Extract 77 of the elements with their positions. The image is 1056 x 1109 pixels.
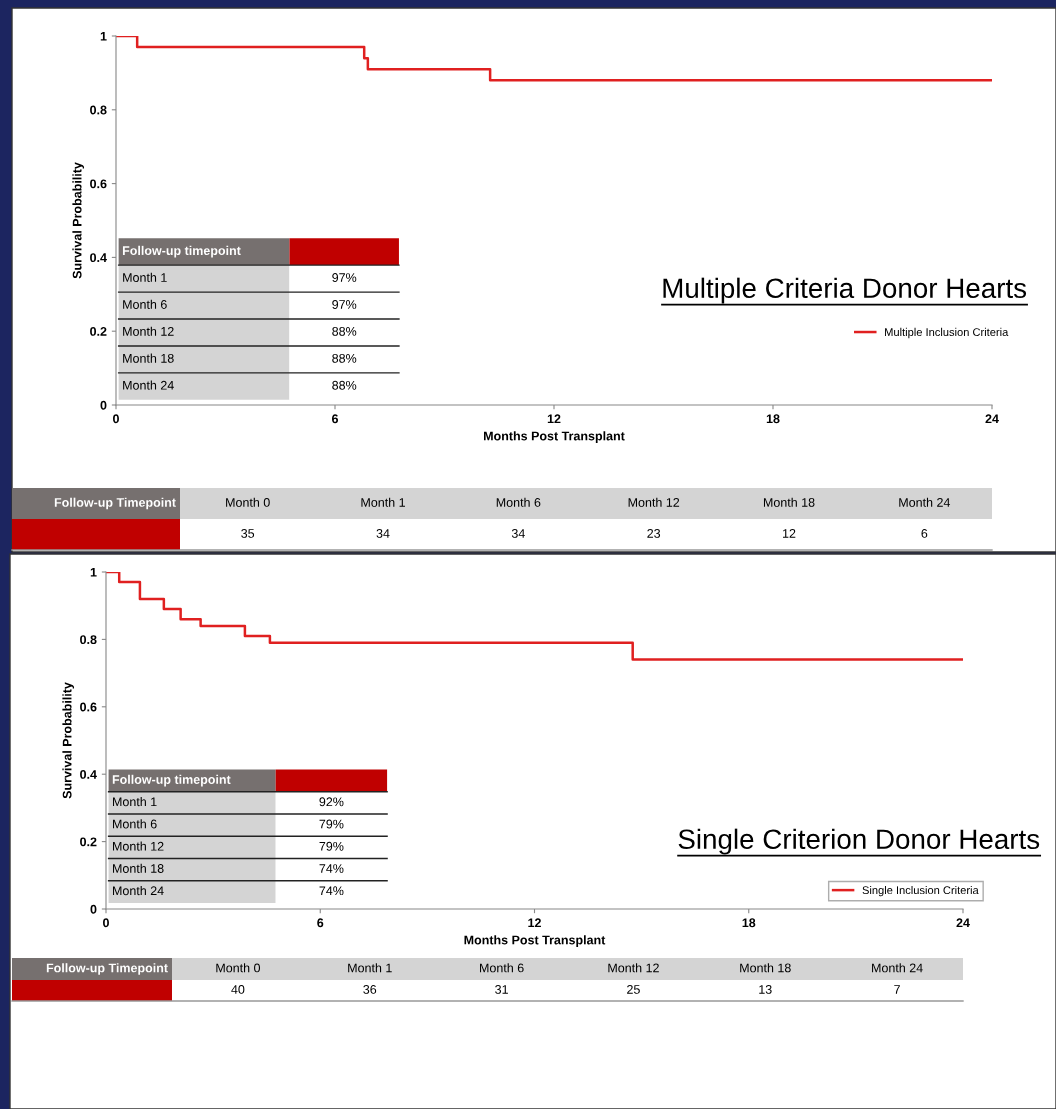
text: 40: [231, 985, 245, 994]
annotation: Month 12: [113, 841, 164, 851]
annotation: 88%: [332, 380, 357, 390]
y-tick-label: 0.8: [80, 635, 97, 645]
text: Follow-up Timepoint: [54, 497, 176, 510]
x-tick-label: 24: [985, 414, 999, 424]
text: 23: [647, 529, 661, 538]
annotation: Month 1: [113, 797, 157, 807]
y-tick-label: 0: [90, 904, 97, 914]
annotation: Month 12: [123, 326, 174, 336]
y-axis-title: Survival Probability: [72, 162, 85, 279]
text: 34: [376, 529, 390, 538]
legend-label: Multiple Inclusion Criteria: [885, 327, 1009, 339]
y-tick-label: 0.8: [90, 105, 107, 115]
annotation: Follow-up timepoint: [112, 774, 231, 787]
annotation: Month 18: [113, 863, 164, 873]
text: 35: [241, 529, 255, 538]
text: Month 18: [763, 497, 815, 507]
annotation: Follow-up timepoint: [122, 245, 241, 258]
annotation: 79%: [319, 841, 344, 851]
annotation: 97%: [332, 300, 357, 309]
text: 36: [363, 985, 377, 994]
text: Month 12: [628, 497, 680, 507]
annotation: Month 6: [123, 299, 167, 309]
x-tick-label: 6: [331, 414, 339, 424]
y-tick-label: 0.2: [90, 327, 107, 336]
y-tick-label: 0.6: [90, 179, 107, 189]
annotation: 97%: [332, 273, 357, 282]
x-axis-title: Months Post Transplant: [464, 935, 606, 947]
text: 6: [921, 529, 928, 538]
text: 7: [894, 985, 900, 994]
annotation: Month 18: [123, 353, 174, 363]
annotation: Month 24: [123, 380, 174, 390]
x-axis-title: Months Post Transplant: [484, 431, 625, 443]
y-tick-label: 1: [100, 31, 107, 41]
text: 34: [511, 529, 525, 538]
text: Month 1: [348, 963, 392, 973]
annotation: 79%: [319, 819, 344, 829]
y-tick-label: 0.6: [80, 702, 97, 712]
annotation: 88%: [332, 327, 357, 336]
y-tick-label: 1: [90, 567, 97, 577]
text: 25: [627, 985, 640, 994]
text: Multiple Criteria Donor Hearts: [663, 277, 1027, 304]
text: 31: [495, 985, 508, 994]
annotation: 74%: [319, 886, 344, 896]
x-tick-label: 12: [547, 414, 561, 424]
y-axis-title: Survival Probability: [62, 682, 75, 799]
legend-label: Single Inclusion Criteria: [862, 885, 979, 897]
annotation: 88%: [332, 353, 357, 363]
text: Month 6: [496, 497, 541, 507]
text: Month 18: [740, 963, 791, 973]
y-tick-label: 0.4: [90, 253, 107, 263]
text: Month 12: [608, 963, 659, 973]
text: Follow-up Timepoint: [46, 963, 168, 975]
annotation: 74%: [319, 864, 344, 873]
text: Month 1: [361, 497, 405, 507]
y-tick-label: 0.2: [80, 837, 97, 847]
text: Single Criterion Donor Hearts: [678, 828, 1040, 855]
x-tick-label: 24: [956, 918, 970, 928]
text: Month 0: [216, 963, 261, 973]
annotation: 92%: [319, 797, 344, 807]
x-tick-label: 6: [317, 918, 324, 928]
x-tick-label: 18: [742, 918, 756, 928]
text: Month 0: [226, 497, 270, 507]
text: Month 24: [899, 497, 951, 507]
annotation: Month 1: [123, 272, 167, 282]
x-tick-label: 0: [113, 414, 119, 424]
annotation: Month 24: [113, 885, 164, 896]
text: Month 6: [480, 963, 524, 973]
y-tick-label: 0: [100, 400, 107, 410]
y-tick-label: 0.4: [80, 770, 97, 779]
text: Month 24: [872, 963, 923, 973]
text: 13: [759, 985, 772, 994]
text: 12: [783, 529, 796, 538]
x-tick-label: 12: [528, 918, 541, 928]
x-tick-label: 18: [766, 414, 780, 424]
annotation: Month 6: [113, 819, 157, 829]
